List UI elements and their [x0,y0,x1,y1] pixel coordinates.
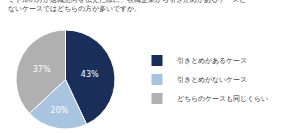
svg-text:引きとめがあるケース: 引きとめがあるケース [177,57,247,65]
svg-text:引きとめがないケース: 引きとめがないケース [177,76,247,84]
svg-text:43%: 43% [81,70,99,79]
svg-text:20%: 20% [51,106,69,115]
svg-text:37%: 37% [33,65,51,74]
svg-text:どちらのケースも同じくらい: どちらのケースも同じくらい [177,95,268,103]
svg-text:ミドルの方が退職意向を伝えた際に、在職企業から引き止めがある: ミドルの方が退職意向を伝えた際に、在職企業から引き止めがあるケースとないケースで… [8,0,246,13]
